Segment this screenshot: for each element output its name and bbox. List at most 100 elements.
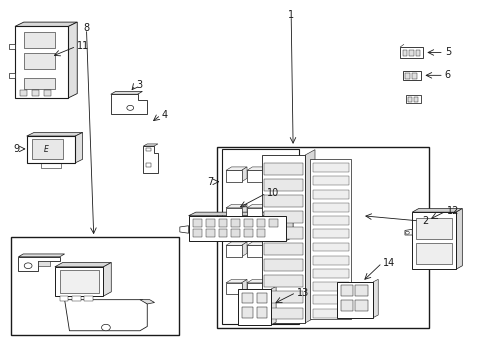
Polygon shape [285,212,292,241]
Bar [244,229,252,237]
Bar [145,163,150,167]
Polygon shape [262,204,267,219]
Polygon shape [225,167,246,170]
Bar [413,98,417,102]
Polygon shape [55,262,111,267]
Bar [20,90,27,96]
Text: 3: 3 [136,80,142,90]
Bar [336,282,372,318]
Bar [264,275,302,287]
Text: 10: 10 [267,188,279,198]
Polygon shape [241,167,246,182]
Bar [231,229,240,237]
Text: 8: 8 [83,23,89,33]
Bar [246,208,262,219]
Bar [411,212,455,269]
Bar [264,211,302,223]
Polygon shape [455,208,461,269]
Bar [55,267,103,296]
Bar [218,219,227,227]
Bar [264,292,302,303]
Bar [11,237,179,336]
Bar [312,229,348,238]
Bar [408,50,413,56]
Bar [244,219,252,227]
Bar [312,282,348,291]
Polygon shape [19,254,64,257]
Bar [231,219,240,227]
Polygon shape [225,279,246,283]
Bar [246,170,262,182]
Polygon shape [411,208,461,212]
Bar [264,179,302,191]
Bar [217,147,428,328]
Bar [415,217,451,239]
Bar [44,90,51,96]
Bar [340,285,352,296]
Polygon shape [9,73,15,78]
Polygon shape [399,44,403,47]
Bar [15,26,68,98]
Polygon shape [241,279,246,294]
Bar [264,195,302,207]
Bar [312,190,348,199]
Polygon shape [38,261,50,266]
Text: 1: 1 [287,10,294,20]
Bar [415,50,419,56]
Polygon shape [262,242,267,257]
Circle shape [24,263,32,269]
Bar [402,71,420,80]
Text: E: E [43,145,48,154]
Bar [242,307,252,318]
Circle shape [126,105,133,111]
Bar [355,285,367,296]
Polygon shape [19,257,60,271]
Bar [312,243,348,251]
Polygon shape [140,300,154,304]
Bar [24,78,55,89]
Bar [31,139,63,159]
Bar [355,300,367,311]
Polygon shape [180,226,188,233]
Polygon shape [111,94,147,114]
Bar [309,158,351,319]
Bar [188,216,285,241]
Bar [312,269,348,278]
Bar [225,246,241,257]
Polygon shape [271,287,276,325]
Bar [24,32,55,48]
Bar [246,283,262,294]
Bar [264,307,302,319]
Bar [312,216,348,225]
Polygon shape [15,22,77,26]
Bar [256,307,267,318]
Polygon shape [246,204,267,208]
Bar [312,176,348,185]
Bar [312,256,348,265]
Bar [60,296,68,301]
Bar [261,155,305,323]
Text: 9: 9 [14,144,20,154]
Bar [402,50,407,56]
Polygon shape [241,242,246,257]
Bar [84,296,93,301]
Text: 2: 2 [421,216,427,226]
Bar [312,309,348,318]
Bar [193,229,202,237]
Text: 7: 7 [207,177,213,187]
Polygon shape [262,279,267,294]
Polygon shape [143,146,158,173]
Bar [24,53,55,69]
Bar [340,300,352,311]
Polygon shape [68,22,77,98]
Bar [242,293,252,303]
Polygon shape [143,144,158,146]
Text: 11: 11 [77,41,89,51]
Polygon shape [241,204,246,219]
Polygon shape [305,150,314,323]
Polygon shape [404,229,411,235]
Bar [225,208,241,219]
Polygon shape [246,279,267,283]
Text: 6: 6 [444,70,450,80]
Bar [312,203,348,212]
